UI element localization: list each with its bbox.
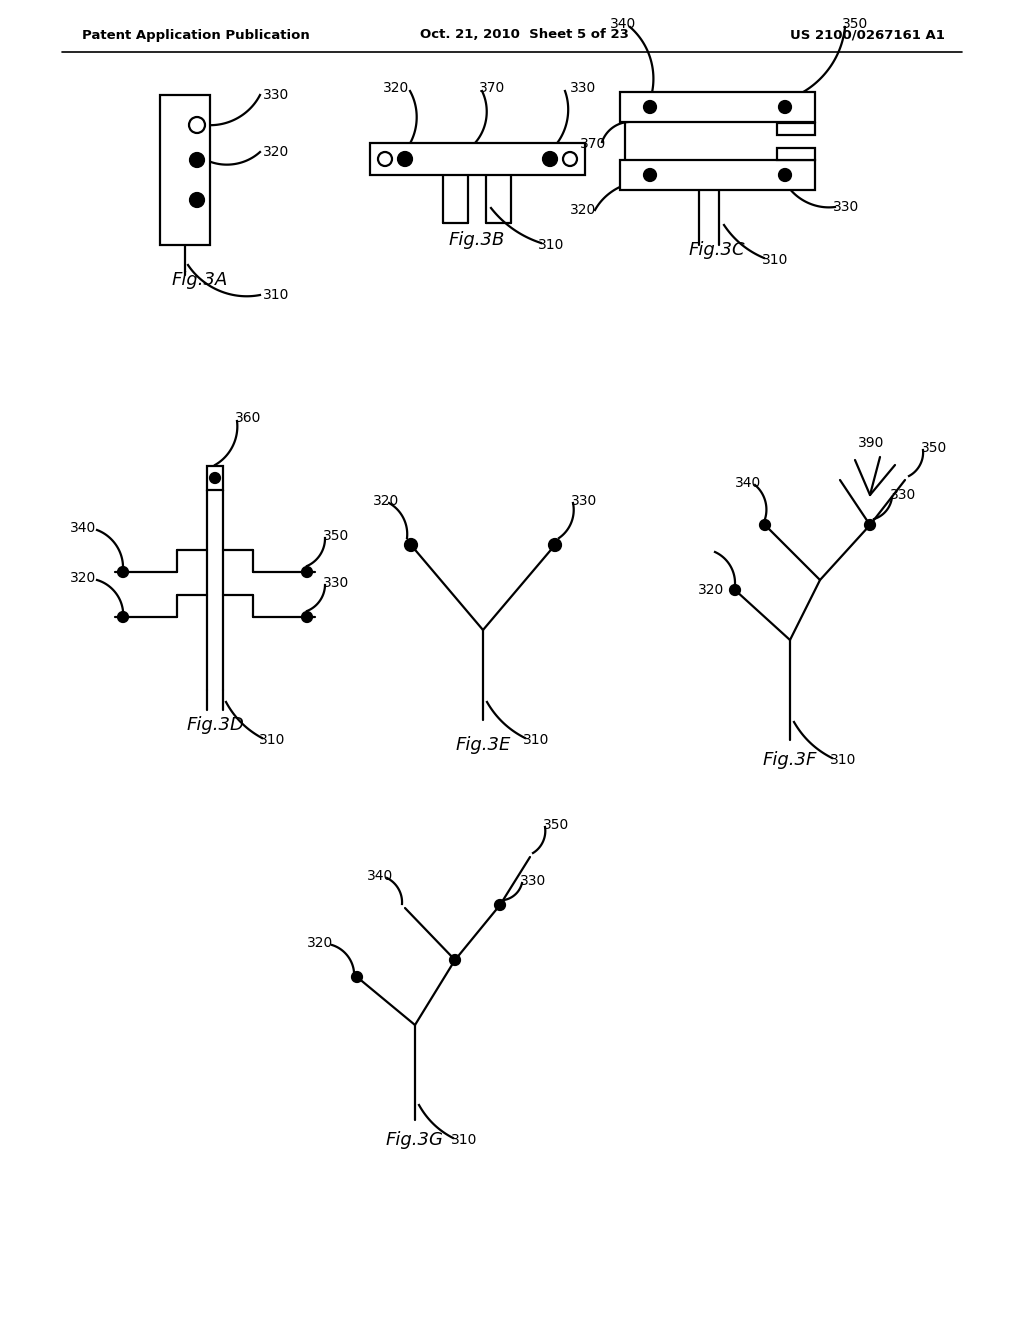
Text: 330: 330 [323,576,349,590]
Circle shape [779,169,791,181]
Text: Fig.3D: Fig.3D [186,715,244,734]
Bar [207,466,223,490]
Text: US 2100/0267161 A1: US 2100/0267161 A1 [791,29,945,41]
Text: 350: 350 [323,529,349,543]
Circle shape [118,568,128,577]
Circle shape [644,102,656,114]
Text: 320: 320 [698,583,724,597]
Text: 320: 320 [70,572,96,585]
Text: 350: 350 [842,17,868,30]
Circle shape [189,117,205,133]
Circle shape [563,152,577,166]
Circle shape [302,568,312,577]
Text: 310: 310 [538,238,564,252]
Text: 390: 390 [858,436,885,450]
Text: 340: 340 [367,869,393,883]
Circle shape [378,152,392,166]
Circle shape [190,193,204,207]
Text: 310: 310 [523,733,549,747]
Text: 370: 370 [580,137,606,150]
Text: 310: 310 [762,253,788,267]
Circle shape [760,520,770,531]
Text: Fig.3C: Fig.3C [689,242,745,259]
Circle shape [644,169,656,181]
Text: 330: 330 [571,494,597,508]
Circle shape [450,954,460,965]
Circle shape [190,153,204,168]
Text: 330: 330 [263,88,289,102]
Text: 310: 310 [451,1133,477,1147]
Text: 330: 330 [520,874,546,888]
Circle shape [406,539,417,550]
Circle shape [779,102,791,114]
Circle shape [495,900,505,909]
Text: 310: 310 [263,288,290,302]
Circle shape [118,612,128,622]
Bar [777,148,815,160]
Text: 350: 350 [921,441,947,455]
Text: 370: 370 [479,81,505,95]
Text: Fig.3E: Fig.3E [456,737,511,754]
Bar [620,160,815,190]
Text: 330: 330 [890,488,916,502]
Text: 360: 360 [234,411,261,425]
Circle shape [302,612,312,622]
Text: 330: 330 [833,201,859,214]
Text: Fig.3A: Fig.3A [172,271,228,289]
Circle shape [865,520,874,531]
Circle shape [549,539,561,550]
Circle shape [352,972,362,982]
Circle shape [543,152,557,166]
Bar [777,123,815,135]
Circle shape [398,152,412,166]
Bar [620,92,815,121]
Text: Fig.3F: Fig.3F [763,751,817,770]
Text: 310: 310 [830,752,856,767]
Text: 320: 320 [263,145,289,158]
Text: Oct. 21, 2010  Sheet 5 of 23: Oct. 21, 2010 Sheet 5 of 23 [420,29,629,41]
Text: 320: 320 [373,494,399,508]
Text: Patent Application Publication: Patent Application Publication [82,29,309,41]
Text: 340: 340 [735,477,761,490]
Circle shape [210,473,220,483]
Text: 340: 340 [610,17,636,30]
Text: 330: 330 [570,81,596,95]
Text: Fig.3G: Fig.3G [386,1131,444,1148]
Bar [160,95,210,246]
Text: 350: 350 [543,818,569,832]
Text: 310: 310 [259,733,286,747]
Text: 340: 340 [70,521,96,535]
Text: 320: 320 [307,936,333,950]
Circle shape [730,585,740,595]
Bar [370,143,585,176]
Text: Fig.3B: Fig.3B [449,231,505,249]
Text: 320: 320 [570,203,596,216]
Text: 320: 320 [383,81,410,95]
